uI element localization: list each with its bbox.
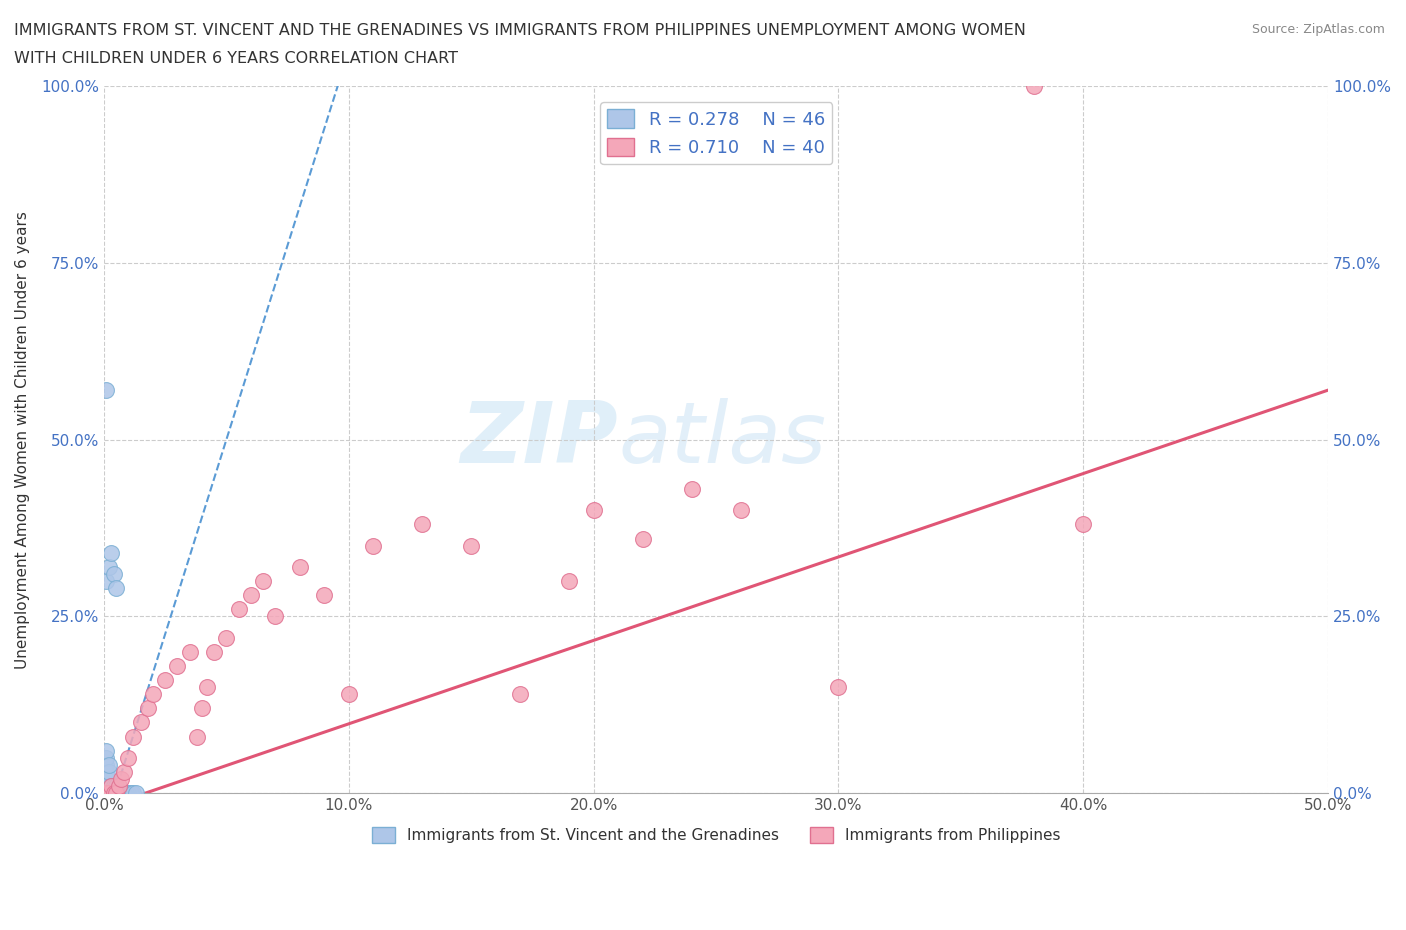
Point [103, 786, 125, 801]
Point [96, 757, 118, 772]
Point [110, 786, 132, 801]
Point [100, 786, 122, 801]
Point [105, 580, 128, 595]
Point [97, 786, 120, 801]
Point [115, 786, 138, 801]
Point [97, 786, 120, 801]
Point [96, 786, 118, 801]
Point [509, 686, 531, 701]
Point [100, 786, 122, 801]
Point [97, 772, 120, 787]
Point [96, 786, 118, 801]
Point [100, 778, 122, 793]
Point [730, 503, 752, 518]
Point [120, 786, 142, 801]
Point [117, 751, 139, 765]
Point [195, 680, 218, 695]
Point [186, 729, 208, 744]
Point [1071, 517, 1094, 532]
Point [117, 786, 139, 801]
Point [288, 560, 311, 575]
Point [96, 743, 118, 758]
Point [153, 672, 176, 687]
Point [96, 786, 118, 801]
Point [105, 778, 128, 793]
Point [97, 778, 120, 793]
Text: WITH CHILDREN UNDER 6 YEARS CORRELATION CHART: WITH CHILDREN UNDER 6 YEARS CORRELATION … [14, 51, 458, 66]
Point [97, 786, 120, 801]
Point [97, 764, 120, 779]
Point [681, 482, 703, 497]
Point [96, 778, 118, 793]
Point [97, 560, 120, 575]
Point [252, 574, 274, 589]
Point [239, 588, 262, 603]
Legend: Immigrants from St. Vincent and the Grenadines, Immigrants from Philippines: Immigrants from St. Vincent and the Gren… [366, 821, 1066, 849]
Point [110, 786, 132, 801]
Point [136, 701, 159, 716]
Point [110, 772, 132, 787]
Point [107, 786, 129, 801]
Point [215, 631, 238, 645]
Point [1024, 79, 1046, 94]
Point [100, 786, 122, 801]
Point [100, 786, 122, 801]
Point [103, 778, 125, 793]
Text: ZIP: ZIP [461, 398, 619, 481]
Point [107, 786, 129, 801]
Point [97, 757, 120, 772]
Point [122, 729, 145, 744]
Point [105, 786, 128, 801]
Point [112, 786, 135, 801]
Point [96, 764, 118, 779]
Point [142, 686, 165, 701]
Point [228, 602, 250, 617]
Point [97, 786, 120, 801]
Point [96, 751, 118, 765]
Point [100, 545, 122, 560]
Point [582, 503, 605, 518]
Y-axis label: Unemployment Among Women with Children Under 6 years: Unemployment Among Women with Children U… [15, 211, 30, 669]
Point [103, 566, 125, 581]
Text: Source: ZipAtlas.com: Source: ZipAtlas.com [1251, 23, 1385, 36]
Point [337, 686, 360, 701]
Point [631, 531, 654, 546]
Point [827, 680, 849, 695]
Point [129, 715, 152, 730]
Point [97, 786, 120, 801]
Point [179, 644, 201, 659]
Point [558, 574, 581, 589]
Point [202, 644, 225, 659]
Point [97, 786, 120, 801]
Text: IMMIGRANTS FROM ST. VINCENT AND THE GRENADINES VS IMMIGRANTS FROM PHILIPPINES UN: IMMIGRANTS FROM ST. VINCENT AND THE GREN… [14, 23, 1026, 38]
Point [96, 786, 118, 801]
Point [411, 517, 433, 532]
Point [100, 778, 122, 793]
Text: atlas: atlas [619, 398, 827, 481]
Point [166, 658, 188, 673]
Point [96, 772, 118, 787]
Point [103, 786, 125, 801]
Point [96, 786, 118, 801]
Point [361, 538, 384, 553]
Point [105, 786, 128, 801]
Point [103, 786, 125, 801]
Point [96, 382, 118, 397]
Point [125, 786, 148, 801]
Point [107, 778, 129, 793]
Point [122, 786, 145, 801]
Point [460, 538, 482, 553]
Point [264, 609, 287, 624]
Point [112, 764, 135, 779]
Point [314, 588, 336, 603]
Point [191, 701, 214, 716]
Point [105, 786, 128, 801]
Point [96, 574, 118, 589]
